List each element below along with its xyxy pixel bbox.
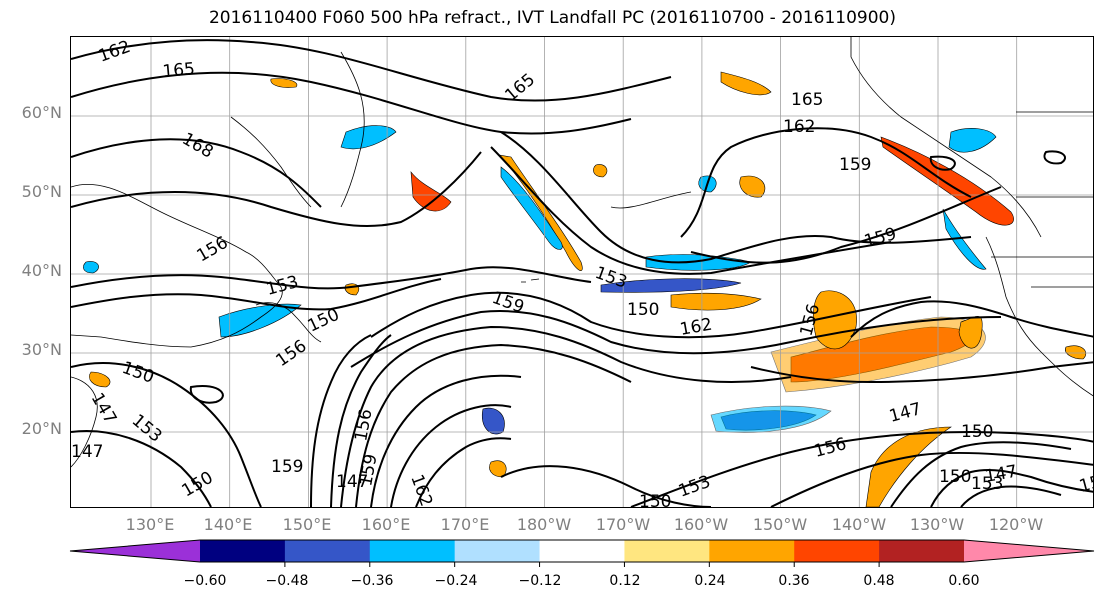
shading-layer bbox=[83, 71, 1087, 507]
colorbar-tick-label: −0.36 bbox=[350, 573, 394, 589]
lat-label: 20°N bbox=[21, 419, 62, 438]
lon-label: 160°W bbox=[673, 515, 729, 534]
map-panel: 162 165 165 165 168 162 159 159 156 153 153 159 150 1… bbox=[70, 36, 1094, 508]
negative-anomaly-region bbox=[948, 128, 997, 153]
colorbar-swatch bbox=[454, 540, 541, 562]
refractivity-contours bbox=[71, 39, 1093, 507]
contour-label: 156 bbox=[272, 336, 310, 371]
negative-anomaly-region bbox=[218, 303, 302, 338]
lat-label: 50°N bbox=[21, 182, 62, 201]
colorbar-swatch bbox=[200, 540, 286, 562]
negative-anomaly-region bbox=[600, 278, 742, 293]
colorbar-tick-label: −0.12 bbox=[518, 573, 562, 589]
colorbar-tick-label: 0.48 bbox=[863, 573, 895, 589]
colorbar-outline bbox=[69, 539, 1095, 563]
contour-label: 156 bbox=[194, 233, 232, 267]
lat-label: 60°N bbox=[21, 103, 62, 122]
graticule bbox=[71, 37, 1093, 507]
colorbar-tick-label: −0.48 bbox=[265, 573, 309, 589]
positive-anomaly-region bbox=[720, 71, 772, 96]
positive-anomaly-region bbox=[89, 371, 111, 388]
colorbar-tick-label: 0.24 bbox=[694, 573, 726, 589]
colorbar-swatch bbox=[539, 540, 625, 562]
contour-label: 150 bbox=[179, 468, 217, 502]
colorbar-swatch bbox=[624, 540, 710, 562]
contour-label: 150 bbox=[939, 467, 971, 487]
colorbar-swatch bbox=[879, 540, 965, 562]
lon-label: 140°W bbox=[831, 515, 887, 534]
colorbar-tick-label: 0.12 bbox=[609, 573, 641, 589]
positive-anomaly-region bbox=[270, 78, 298, 88]
lon-label: 170°W bbox=[595, 515, 651, 534]
lon-label: 180°W bbox=[516, 515, 572, 534]
colorbar-tick-label: 0.60 bbox=[948, 573, 980, 589]
contour-label: 159 bbox=[271, 457, 303, 477]
contour-label: 147 bbox=[336, 472, 368, 492]
contour-label: 150 bbox=[627, 300, 659, 320]
negative-anomaly-region bbox=[942, 208, 987, 270]
contour-label: 153 bbox=[676, 472, 713, 502]
positive-anomaly-region bbox=[865, 426, 952, 507]
contour-label: 147 bbox=[87, 390, 121, 428]
positive-anomaly-region bbox=[739, 175, 766, 198]
contour-label: 156 bbox=[1077, 469, 1094, 497]
contour-label: 159 bbox=[489, 288, 526, 318]
contour-label: 153 bbox=[971, 474, 1003, 494]
lat-label: 30°N bbox=[21, 340, 62, 359]
contour-label: 165 bbox=[162, 59, 196, 82]
positive-anomaly-region bbox=[489, 460, 507, 478]
contour-label: 153 bbox=[128, 411, 166, 447]
colorbar-tick-label: −0.60 bbox=[183, 573, 227, 589]
contour-label: 159 bbox=[839, 155, 871, 175]
contour-label: 168 bbox=[179, 129, 217, 163]
negative-anomaly-region bbox=[710, 405, 832, 433]
positive-anomaly-region bbox=[593, 164, 608, 178]
positive-anomaly-region bbox=[880, 136, 1014, 226]
negative-anomaly-region bbox=[481, 407, 505, 435]
contour-label: 150 bbox=[961, 422, 993, 442]
lon-label: 140°E bbox=[203, 515, 253, 534]
contour-label: 147 bbox=[71, 442, 103, 462]
contour-label: 162 bbox=[96, 37, 133, 67]
contour-label: 150 bbox=[639, 492, 671, 508]
lon-label: 130°W bbox=[909, 515, 965, 534]
positive-anomaly-region bbox=[410, 171, 452, 212]
colorbar-tick-label: 0.36 bbox=[778, 573, 810, 589]
lon-label: 150°E bbox=[282, 515, 332, 534]
colorbar-extend-min bbox=[70, 540, 200, 562]
positive-anomaly-region bbox=[1065, 345, 1087, 360]
contour-label: 156 bbox=[351, 407, 376, 442]
negative-anomaly-region bbox=[83, 261, 99, 274]
contour-label: 165 bbox=[791, 90, 823, 110]
map-title: 2016110400 F060 500 hPa refract., IVT La… bbox=[208, 8, 896, 28]
contour-label: 159 bbox=[356, 452, 381, 487]
lon-label: 160°E bbox=[361, 515, 411, 534]
positive-anomaly-region bbox=[498, 154, 583, 272]
negative-anomaly-region bbox=[500, 166, 563, 250]
contour-label: 159 bbox=[862, 224, 899, 252]
lat-label: 40°N bbox=[21, 261, 62, 280]
colorbar-swatch bbox=[709, 540, 795, 562]
lon-label: 130°E bbox=[125, 515, 175, 534]
coastlines bbox=[71, 37, 1093, 468]
colorbar-swatch bbox=[794, 540, 880, 562]
contour-label: 153 bbox=[592, 263, 629, 293]
negative-anomaly-region bbox=[340, 125, 397, 150]
contour-label: 156 bbox=[812, 434, 849, 462]
colorbar-swatch bbox=[284, 540, 371, 562]
colorbar-extend-max bbox=[964, 540, 1094, 562]
contour-label: 162 bbox=[783, 117, 815, 137]
contour-label: 153 bbox=[264, 272, 301, 300]
positive-anomaly-region bbox=[670, 292, 762, 311]
colorbar-tick-label: −0.24 bbox=[434, 573, 478, 589]
colorbar-swatch bbox=[369, 540, 456, 562]
lon-label: 170°E bbox=[440, 515, 490, 534]
lon-label: 120°W bbox=[988, 515, 1044, 534]
lon-label: 150°W bbox=[752, 515, 808, 534]
contour-label: 147 bbox=[887, 399, 924, 427]
